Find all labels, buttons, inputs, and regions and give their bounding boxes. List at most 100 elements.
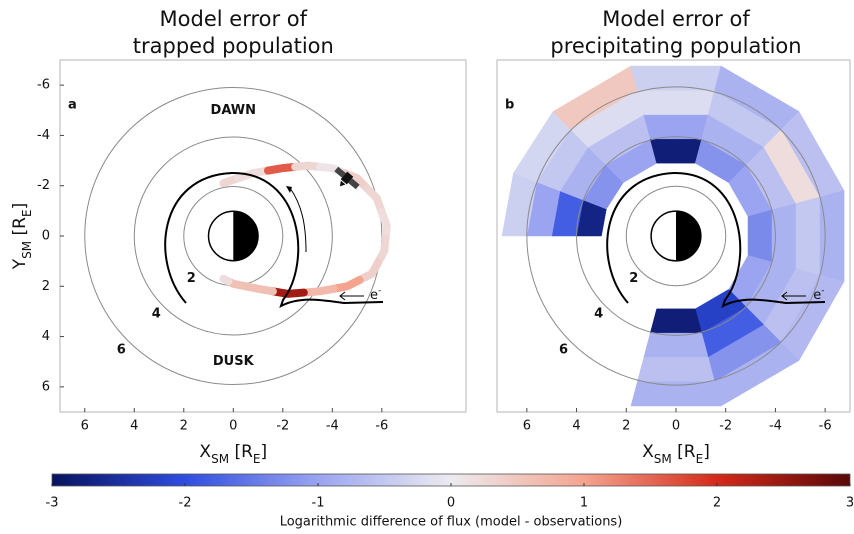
orbit-segment [263,162,300,175]
x-tick-label: 2 [622,419,630,434]
x-axis-label: XSM [RE] [642,442,710,466]
plot-frame [59,59,467,413]
annotation: DUSK [213,354,255,369]
x-tick-label: 4 [572,419,580,434]
x-tick-label: -2 [276,419,289,434]
cell [747,209,773,263]
panel-label: a [68,98,77,113]
colorbar-tick-label: 2 [713,496,721,511]
annotation: DAWN [211,103,257,118]
ring-label: 2 [187,271,196,286]
particle-label: e- [370,286,381,303]
x-axis-label: XSM [RE] [199,442,267,466]
panel-label: b [505,98,514,113]
x-tick-label: -4 [326,419,339,434]
cell [649,138,703,164]
subscript: SM [654,452,672,466]
ring-label: 4 [594,307,603,322]
plot-frame [496,59,851,413]
label-part: ] [261,442,268,462]
orbit-segment [219,274,233,286]
y-tick-label: 6 [42,379,50,394]
orbit-segment [291,161,324,171]
cell [630,381,722,407]
ring [526,86,826,386]
y-tick-label: 2 [42,279,50,294]
y-tick-label: -4 [37,128,50,143]
satellite [334,166,360,190]
orbit-segment [241,282,277,296]
label-part: e [370,288,378,303]
colorbar-tick-label: -2 [179,496,192,511]
cell [819,190,845,282]
x-tick-label: 6 [523,419,531,434]
overlay [164,166,826,309]
colorbar-tick-label: -3 [46,496,59,511]
arrow [781,291,806,301]
chart-title: Model error of [160,7,308,31]
x-tick-label: -6 [375,419,388,434]
colorbar-tick-label: 3 [846,496,854,511]
cell [643,114,709,140]
field-line [606,171,826,309]
main: Model error of trapped population a 2 4 6 6 4 2 0… [10,7,854,530]
label-part: [R [229,442,253,462]
chart-title: precipitating population [550,34,801,58]
ring-label: 6 [559,342,568,357]
y-tick-label: 0 [42,229,50,244]
orbit-segment [362,184,386,217]
label-part: [R [10,217,30,241]
cell [637,90,715,115]
cell [643,332,709,358]
x-tick-label: 0 [229,419,237,434]
subscript: SM [211,452,229,466]
subscript: E [253,452,261,466]
earth-night [675,211,701,261]
x-tick-label: -2 [719,419,732,434]
x-tick-label: 6 [81,419,89,434]
superscript: - [821,286,824,296]
ring-label: 2 [629,271,638,286]
orbit-segment [299,284,338,297]
orbit-segment [234,166,272,183]
particle-label: e- [813,286,824,303]
cells [501,65,845,407]
arrow [339,291,364,301]
label-part: [R [672,442,696,462]
arrow-head [286,186,292,193]
cell [637,357,715,382]
x-tick-label: 2 [180,419,188,434]
chart-title: trapped population [133,34,334,58]
x-tick-label: -4 [769,419,782,434]
ring-label: 6 [117,342,126,357]
y-axis-label: YSM [RE] [10,203,34,270]
ring [625,185,727,287]
cell [795,196,821,276]
orbit-segment [374,234,390,267]
subscript: E [20,209,34,217]
label-part: Y [10,258,30,270]
cell [649,308,703,334]
orbit-segment [329,276,364,293]
ring-label: 4 [152,307,161,322]
field-line [164,171,384,309]
earth-night [233,211,259,261]
ring [133,136,333,336]
colorbar-tick-label: 1 [580,496,588,511]
colorbar-label: Logarithmic difference of flux (model - … [280,515,623,530]
arrow [289,187,307,253]
orbit-segment [355,258,383,284]
y-tick-label: -6 [37,78,50,93]
subscript: SM [20,241,34,259]
ring [576,136,776,336]
x-tick-label: 4 [130,419,138,434]
subscript: E [696,452,704,466]
label-part: ] [10,203,30,210]
x-tick-label: -6 [819,419,832,434]
x-tick-label: 0 [672,419,680,434]
label-part: e [813,288,821,303]
chart-title: Model error of [602,7,750,31]
colorbar-tick-label: -1 [312,496,325,511]
orbit-segment [377,208,391,243]
